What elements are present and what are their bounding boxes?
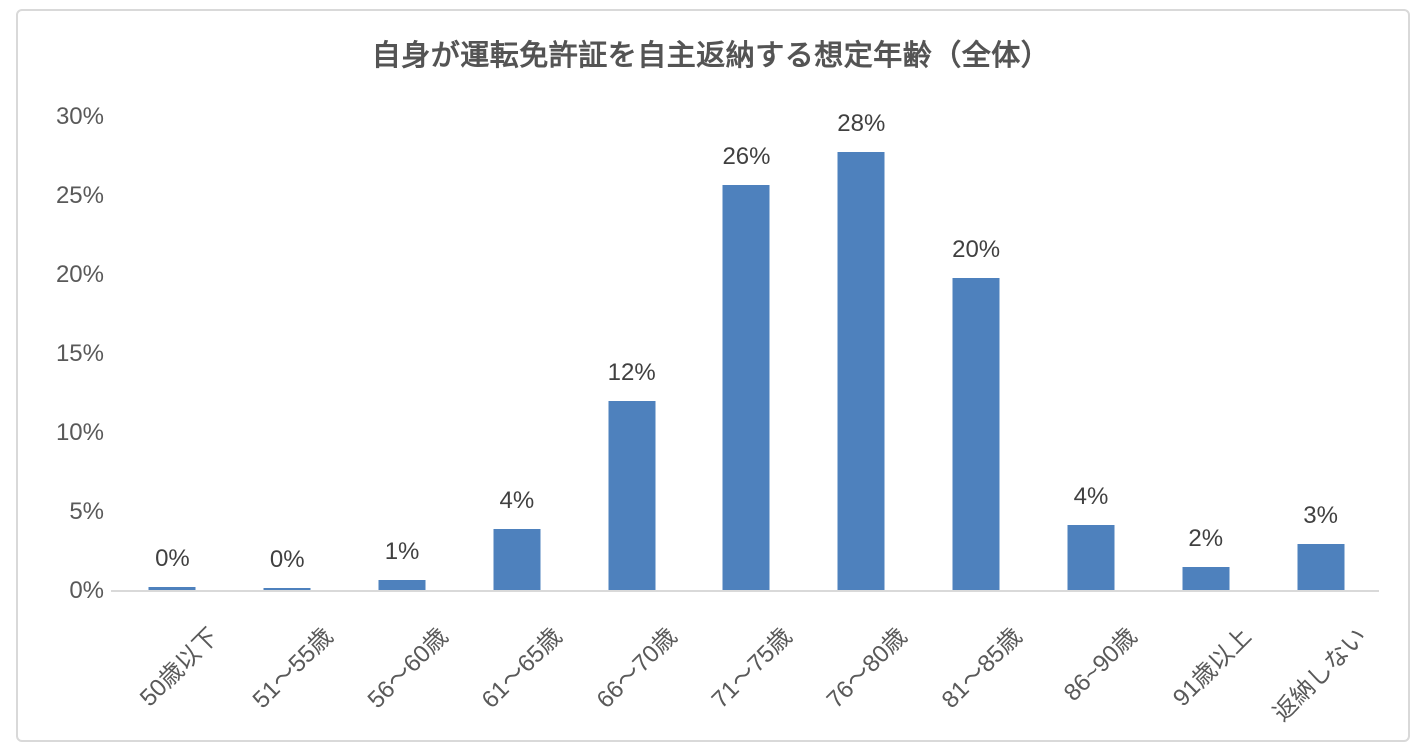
- bar-slot: 1%: [345, 117, 460, 591]
- bar: [1182, 567, 1230, 591]
- x-axis-label: 66～70歳: [591, 622, 683, 714]
- bar: [608, 401, 656, 591]
- bar-slot: 28%: [804, 110, 919, 591]
- y-tick-label: 0%: [69, 577, 104, 604]
- bar: [493, 529, 541, 591]
- bar-slot: 12%: [574, 117, 689, 591]
- x-axis-label: 61～65歳: [477, 622, 568, 714]
- bar-value-label: 12%: [607, 359, 656, 387]
- bar-value-label: 1%: [384, 537, 420, 565]
- x-axis-baseline: [111, 590, 1379, 592]
- bar: [722, 184, 770, 591]
- x-axis: 50歳以下 51～55歳 56～60歳 61～65歳 66～70歳 71～75歳 76～80…: [115, 600, 1378, 750]
- bar-slot: 4%: [459, 117, 574, 591]
- y-tick-label: 15%: [55, 340, 104, 367]
- x-axis-label: 91歳以上: [1167, 622, 1257, 712]
- x-axis-label: 86~90歳: [1058, 622, 1142, 707]
- bar-value-label: 2%: [1188, 525, 1224, 553]
- bar: [1297, 543, 1345, 591]
- bar: [148, 587, 196, 591]
- bar-slot: 2%: [1148, 117, 1263, 591]
- bar: [1067, 524, 1115, 591]
- bar: [378, 579, 426, 591]
- x-axis-label: 76～80歳: [821, 622, 913, 714]
- bar-value-label: 26%: [722, 142, 771, 170]
- y-tick-label: 20%: [55, 261, 104, 288]
- x-axis-label: 56～60歳: [362, 622, 454, 714]
- bar-value-label: 20%: [952, 236, 1001, 264]
- y-tick-label: 10%: [55, 419, 104, 446]
- bar-slot: 3%: [1263, 117, 1378, 591]
- bar-slot: 0%: [115, 117, 230, 591]
- bar-value-label: 28%: [837, 109, 886, 137]
- bar-slot: 0%: [230, 117, 345, 591]
- bar-slot: 20%: [919, 117, 1034, 591]
- bar-value-label: 0%: [155, 545, 190, 573]
- y-tick-label: 5%: [69, 498, 104, 525]
- bar-value-label: 3%: [1303, 501, 1338, 529]
- plot-area: 0% 0% 1% 4% 12% 26% 28% 20% 4% 2% 3%: [115, 110, 1378, 591]
- x-axis-label: 50歳以下: [134, 622, 224, 712]
- x-axis-label: 返納しない: [1267, 622, 1372, 727]
- bar-value-label: 4%: [499, 487, 535, 515]
- bar: [837, 151, 885, 591]
- y-tick-label: 30%: [55, 103, 104, 130]
- bar-slot: 4%: [1034, 117, 1149, 591]
- x-axis-label: 81～85歳: [936, 622, 1028, 714]
- chart-title: 自身が運転免許証を自主返納する想定年齢（全体）: [371, 40, 1051, 72]
- bar: [263, 587, 311, 591]
- bar: [952, 278, 1000, 591]
- y-tick-label: 25%: [55, 182, 104, 209]
- bar-value-label: 0%: [269, 545, 305, 573]
- x-axis-label: 51～55歳: [247, 622, 339, 714]
- y-axis: 0% 5% 10% 15% 20% 25% 30%: [0, 103, 104, 604]
- bar-slot: 26%: [689, 117, 804, 591]
- bar-value-label: 4%: [1073, 482, 1109, 510]
- x-axis-label: 71～75歳: [706, 622, 798, 714]
